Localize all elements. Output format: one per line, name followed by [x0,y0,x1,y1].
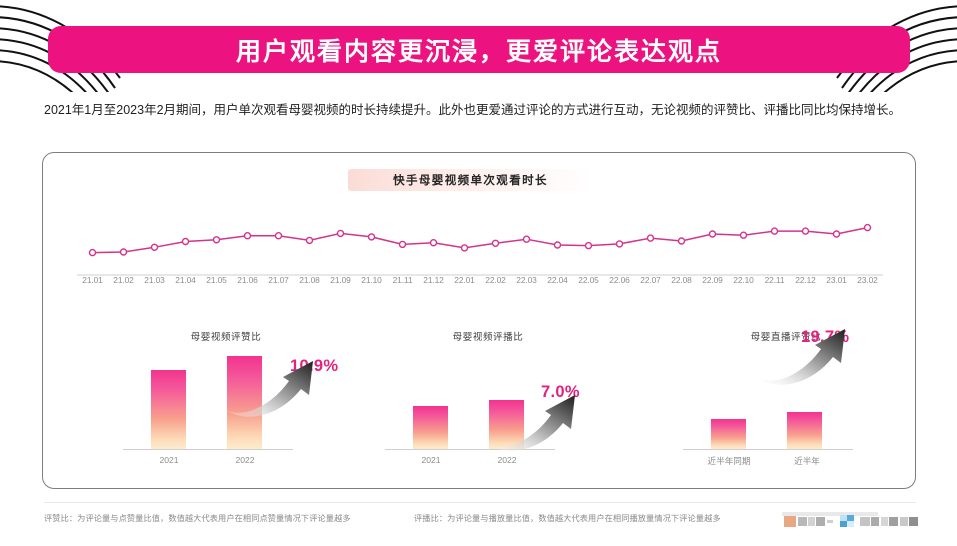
line-marker [367,233,376,241]
line-chart: 快手母婴视频单次观看时长 21.01 21.02 21.03 21.04 21.05 21… [43,153,915,298]
bar-label-1: 2022 [497,455,517,465]
x-axis-tick: 21.06 [237,275,258,285]
line-marker [305,236,314,245]
x-axis-tick: 22.02 [485,275,506,285]
line-marker [739,231,748,239]
x-axis-tick: 22.08 [671,275,692,285]
blurred-watermark [782,512,918,527]
footer-divider [44,502,916,503]
bar-label-1: 2022 [235,455,255,465]
line-marker [212,236,221,244]
line-chart-title-badge: 快手母婴视频单次观看时长 [348,169,593,191]
line-marker [181,237,190,246]
line-marker [429,239,438,247]
bar-recent-half-year [787,412,822,449]
x-axis-tick: 22.09 [702,275,723,285]
footnote-comment-like-ratio: 评赞比：为评论量与点赞量比值，数值越大代表用户在相同点赞量情况下评论量越多 [44,514,351,523]
content-card: 快手母婴视频单次观看时长 21.01 21.02 21.03 21.04 21.05 21… [42,152,916,489]
x-axis-tick: 21.07 [268,275,289,285]
page-title: 用户观看内容更沉浸，更爱评论表达观点 [235,38,722,66]
x-axis-tick: 23.01 [826,275,847,285]
line-marker [119,248,128,256]
line-chart-title: 快手母婴视频单次观看时长 [393,175,548,187]
intro-paragraph: 2021年1月至2023年2月期间，用户单次观看母婴视频的时长持续提升。此外也更… [44,103,902,117]
bar-label-0: 2021 [159,455,179,465]
line-marker [677,237,686,245]
growth-arrow-icon [225,361,313,417]
bar-2021 [413,406,448,449]
line-marker [584,241,593,250]
line-marker [274,232,283,240]
bar-label-0: 近半年同期 [707,456,751,466]
line-marker [150,243,159,251]
bar-group-live-comment-like-ratio: 母婴直播评赞比 19.7% 近半年同期 近半年 [641,303,907,488]
bar-group-title: 母婴视频评播比 [452,332,524,343]
bar-2022 [489,400,524,449]
x-axis-tick: 22.07 [640,275,661,285]
line-marker [801,227,810,235]
bar-recent-half-year-same-period [711,419,746,449]
line-marker [460,244,469,252]
page-header: 用户观看内容更沉浸，更爱评论表达观点 [0,0,957,92]
line-marker [522,235,531,243]
line-marker [863,223,872,232]
bar-baseline [683,449,853,450]
bar-label-1: 近半年 [794,456,820,466]
bar-baseline [385,449,555,450]
x-axis-tick: 21.04 [175,275,196,285]
x-axis-tick: 22.03 [516,275,537,285]
x-axis-tick: 22.10 [733,275,754,285]
line-marker [770,227,779,235]
line-marker [336,229,345,238]
line-marker [615,240,624,248]
x-axis-tick: 23.02 [857,275,878,285]
x-axis-tick: 22.11 [764,275,785,285]
bar-group-title: 母婴视频评赞比 [190,332,262,343]
x-axis-tick: 21.03 [144,275,165,285]
bar-label-0: 2021 [421,455,441,465]
x-axis-tick: 22.05 [578,275,599,285]
bar-group-video-comment-like-ratio: 母婴视频评赞比 10.9% 2021 2022 [105,303,365,488]
line-marker [832,230,841,238]
growth-arrow-icon [757,329,845,385]
line-marker [553,241,562,249]
growth-value: 7.0% [541,383,580,401]
x-axis-tick: 21.10 [361,275,382,285]
bar-group-video-comment-play-ratio: 母婴视频评播比 7.0% 2021 2022 [373,303,633,488]
x-axis-tick: 21.09 [330,275,351,285]
bar-2022 [227,356,262,449]
x-axis-tick: 21.01 [82,275,103,285]
x-axis-tick: 21.08 [299,275,320,285]
x-axis-tick: 21.05 [206,275,227,285]
line-marker [708,230,717,238]
bar-2021 [151,370,186,449]
x-axis-tick: 21.12 [423,275,444,285]
bar-chart-groups: 母婴视频评赞比 10.9% 2021 2022 [43,303,915,488]
line-marker [398,240,407,249]
bar-group-title: 母婴直播评赞比 [750,332,822,343]
growth-arrow-icon [487,395,575,451]
line-marker [491,239,500,247]
title-banner: 用户观看内容更沉浸，更爱评论表达观点 [48,26,910,73]
line-marker [646,234,655,242]
x-axis-tick: 21.02 [113,275,134,285]
x-axis-tick: 22.01 [454,275,475,285]
line-chart-x-axis: 21.01 21.02 21.03 21.04 21.05 21.06 21.07 21.08… [77,275,883,285]
line-chart-plot [77,223,883,276]
footnote-comment-play-ratio: 评播比：为评论量与播放量比值，数值越大代表用户在相同播放量情况下评论量越多 [414,514,721,523]
x-axis-tick: 21.11 [392,275,413,285]
line-marker [88,248,97,257]
x-axis-tick: 22.12 [795,275,816,285]
x-axis-tick: 22.06 [609,275,630,285]
bar-baseline [123,449,293,450]
line-marker [243,232,252,240]
x-axis-tick: 22.04 [547,275,568,285]
